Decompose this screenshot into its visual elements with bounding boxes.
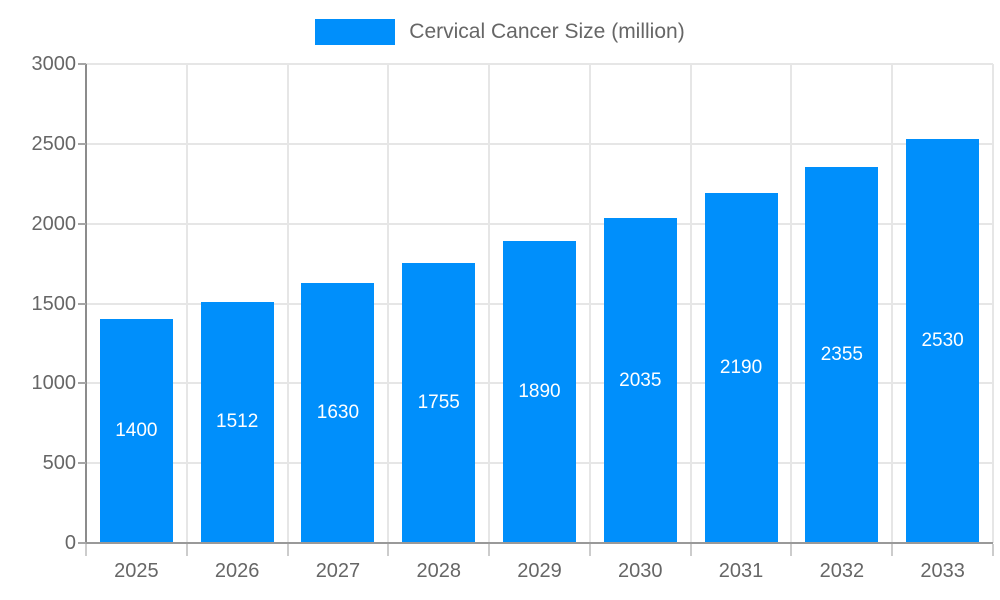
y-axis-labels: 0 500 1000 1500 2000 2500 3000: [0, 0, 77, 600]
y-tick-label-0: 0: [64, 532, 76, 554]
bar-value-label: 1755: [417, 391, 460, 413]
y-tick-mark: [78, 142, 86, 145]
y-tick-label-1000: 1000: [31, 372, 77, 395]
bar-value-label: 1512: [216, 411, 259, 433]
bar-2028: 1755: [402, 262, 476, 543]
y-tick-label-2000: 2000: [31, 212, 77, 235]
bar-2029: 1890: [503, 241, 576, 543]
x-tick-mark: [488, 544, 491, 556]
bar-value-label: 1630: [316, 401, 360, 423]
x-tick-label-2028: 2028: [416, 560, 461, 582]
y-tick-mark: [78, 382, 86, 385]
y-tick-label-2500: 2500: [31, 132, 77, 155]
y-tick-mark: [78, 542, 86, 544]
y-tick-mark: [78, 63, 86, 65]
gridline-x-9: [992, 64, 994, 543]
gridline-x-1: [185, 64, 188, 543]
gridline-x-3: [387, 64, 390, 543]
gridline-y-2000: [86, 222, 993, 225]
bar-value-label: 2035: [619, 369, 662, 391]
bar-2031: 2190: [704, 193, 778, 543]
bar-2030: 2035: [603, 218, 677, 543]
y-axis-line: [85, 64, 87, 554]
legend-swatch: [315, 19, 396, 45]
x-axis-line: [78, 542, 993, 544]
x-tick-label-2026: 2026: [214, 560, 260, 582]
legend-label: Cervical Cancer Size (million): [409, 20, 685, 43]
x-tick-label-2032: 2032: [819, 560, 865, 582]
bar-value-label: 2530: [921, 330, 964, 352]
x-tick-label-2031: 2031: [718, 560, 764, 582]
bar-value-label: 1400: [115, 420, 158, 442]
x-tick-label-2029: 2029: [517, 560, 562, 582]
y-tick-mark: [78, 302, 86, 305]
gridline-y-3000: [86, 63, 993, 65]
y-tick-label-500: 500: [42, 452, 76, 475]
x-axis-labels: 2025 2026 2027 2028 2029 2030 2031 2032 2033: [0, 556, 1000, 590]
bar-2026: 1512: [200, 301, 274, 543]
x-tick-mark: [185, 544, 188, 556]
y-tick-label-1500: 1500: [31, 292, 77, 315]
y-tick-mark: [78, 462, 86, 465]
bar-value-label: 2190: [719, 357, 763, 379]
x-tick-mark: [85, 544, 87, 556]
gridline-x-6: [689, 64, 692, 543]
gridline-x-5: [588, 64, 591, 543]
y-tick-mark: [78, 222, 86, 225]
bar-2027: 1630: [301, 282, 375, 543]
x-tick-label-2025: 2025: [114, 560, 159, 582]
plot-area: 1400 1512 1630 1755 1890 2035 2190 2355 2530: [86, 63, 994, 543]
x-tick-mark: [891, 544, 894, 556]
bar-2033: 2530: [906, 139, 980, 543]
x-tick-mark: [286, 544, 289, 556]
x-tick-label-2033: 2033: [920, 560, 965, 582]
x-tick-mark: [689, 544, 692, 556]
gridline-x-2: [286, 64, 289, 543]
gridline-y-2500: [86, 142, 993, 145]
chart-legend: Cervical Cancer Size (million): [0, 16, 1000, 48]
y-tick-label-3000: 3000: [31, 53, 77, 75]
x-tick-mark: [992, 544, 994, 556]
x-tick-mark: [588, 544, 591, 556]
x-tick-label-2030: 2030: [618, 560, 663, 582]
gridline-x-7: [790, 64, 793, 543]
x-tick-label-2027: 2027: [315, 560, 361, 582]
gridline-x-4: [488, 64, 491, 543]
x-tick-mark: [790, 544, 793, 556]
bar-2032: 2355: [805, 167, 879, 543]
bar-value-label: 2355: [820, 344, 863, 365]
bar-2025: 1400: [99, 319, 173, 543]
bar-value-label: 1890: [518, 381, 561, 403]
gridline-x-8: [891, 64, 894, 543]
x-tick-mark: [387, 544, 390, 556]
